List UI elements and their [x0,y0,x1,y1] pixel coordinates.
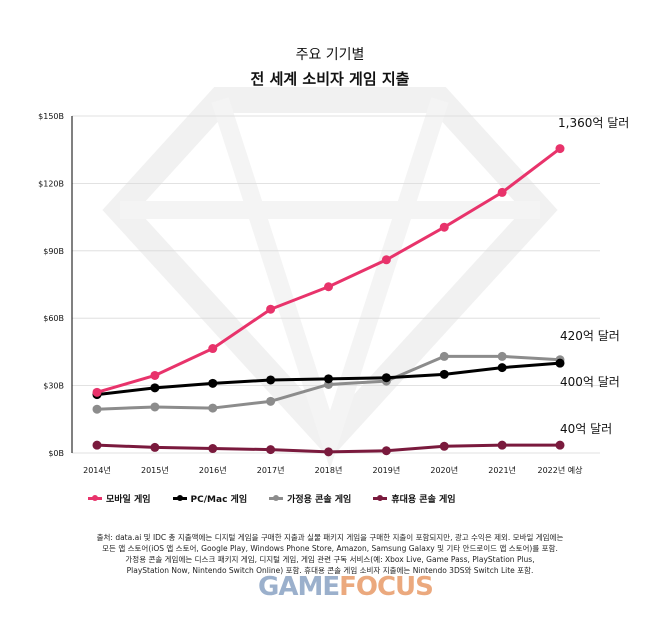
data-point [266,445,276,455]
y-tick-label: $0B [48,449,64,458]
data-point [208,444,218,454]
x-tick-label: 2016년 [199,465,227,475]
x-tick-label: 2017년 [257,465,285,475]
data-point [208,403,218,413]
legend-item-handheld: 휴대용 콘솔 게임 [373,492,456,505]
watermark-logo: GAMEFOCUS [258,572,434,602]
data-point [381,446,391,456]
x-tick-label: 2021년 [488,465,516,475]
legend-label-handheld: 휴대용 콘솔 게임 [391,495,456,505]
value-annotation: 420억 달러 [560,329,620,343]
data-point [497,440,507,450]
data-point [497,187,507,197]
data-point [381,255,391,265]
data-point [555,358,565,368]
legend-label-pc: PC/Mac 게임 [190,495,248,505]
data-point [381,373,391,383]
data-point [150,370,160,380]
data-point [324,374,333,384]
value-annotation: 40억 달러 [560,422,612,436]
data-point [92,404,102,414]
source-footnote: 출처: data.ai 및 IDC 총 지출액에는 디지털 게임을 구매한 지출… [40,532,620,576]
data-point [266,304,276,314]
x-tick-label: 2022년 예상 [538,465,584,475]
y-tick-label: $90B [43,247,64,256]
data-point [497,363,507,373]
data-point [266,396,276,406]
value-annotation: 400억 달러 [560,375,620,389]
data-point [324,282,333,292]
x-tick-label: 2018년 [315,465,343,475]
data-point [208,378,218,388]
data-point [208,344,218,354]
y-tick-label: $60B [43,314,64,323]
legend-swatch-pc [172,495,187,501]
data-point [497,351,507,361]
data-point [555,440,565,450]
y-tick-label: $150B [38,112,64,121]
data-point [439,222,449,232]
data-point [150,402,160,412]
legend-swatch-handheld [373,495,388,501]
legend-item-pc: PC/Mac 게임 [172,492,248,505]
data-point [266,375,276,385]
x-tick-label: 2019년 [373,465,401,475]
chart-subtitle: 전 세계 소비자 게임 지출 [250,70,410,88]
background-diamond-decoration [102,87,558,460]
x-tick-label: 2015년 [141,465,169,475]
legend-label-home-console: 가정용 콘솔 게임 [287,495,352,505]
chart-legend: 모바일 게임 PC/Mac 게임 가정용 콘솔 게임 휴대용 콘솔 게임 [88,492,456,505]
data-point [324,447,333,457]
legend-item-home-console: 가정용 콘솔 게임 [269,492,351,505]
value-annotation: 1,360억 달러 [558,116,629,130]
data-point [150,442,160,452]
footnote-line-4: PlayStation Now, Nintendo Switch Online)… [126,566,534,575]
y-tick-label: $30B [43,382,64,391]
watermark-focus: FOCUS [339,572,434,602]
data-point [150,383,160,393]
y-tick-label: $120B [38,179,64,188]
legend-swatch-home-console [269,495,284,501]
footnote-line-1: 출처: data.ai 및 IDC 총 지출액에는 디지털 게임을 구매한 지출… [96,533,564,542]
data-point [439,369,449,379]
legend-label-mobile: 모바일 게임 [106,495,151,505]
x-tick-label: 2020년 [430,465,458,475]
x-tick-label: 2014년 [83,465,111,475]
data-point [92,387,102,397]
footnote-line-2: 모든 앱 스토어(iOS 앱 스토어, Google Play, Windows… [102,544,558,553]
footnote-line-3: 가정용 콘솔 게임에는 디스크 패키지 게임, 디지털 게임, 게임 관련 구독… [125,555,535,564]
chart-title: 주요 기기별 [295,47,365,63]
data-point [92,440,102,450]
data-point [555,144,565,154]
legend-item-mobile: 모바일 게임 [88,492,151,505]
chart-title-block: 주요 기기별 전 세계 소비자 게임 지출 [0,44,660,89]
data-point [439,441,449,451]
data-point [439,351,449,361]
legend-swatch-mobile [88,495,102,501]
watermark-game: GAME [258,572,340,602]
